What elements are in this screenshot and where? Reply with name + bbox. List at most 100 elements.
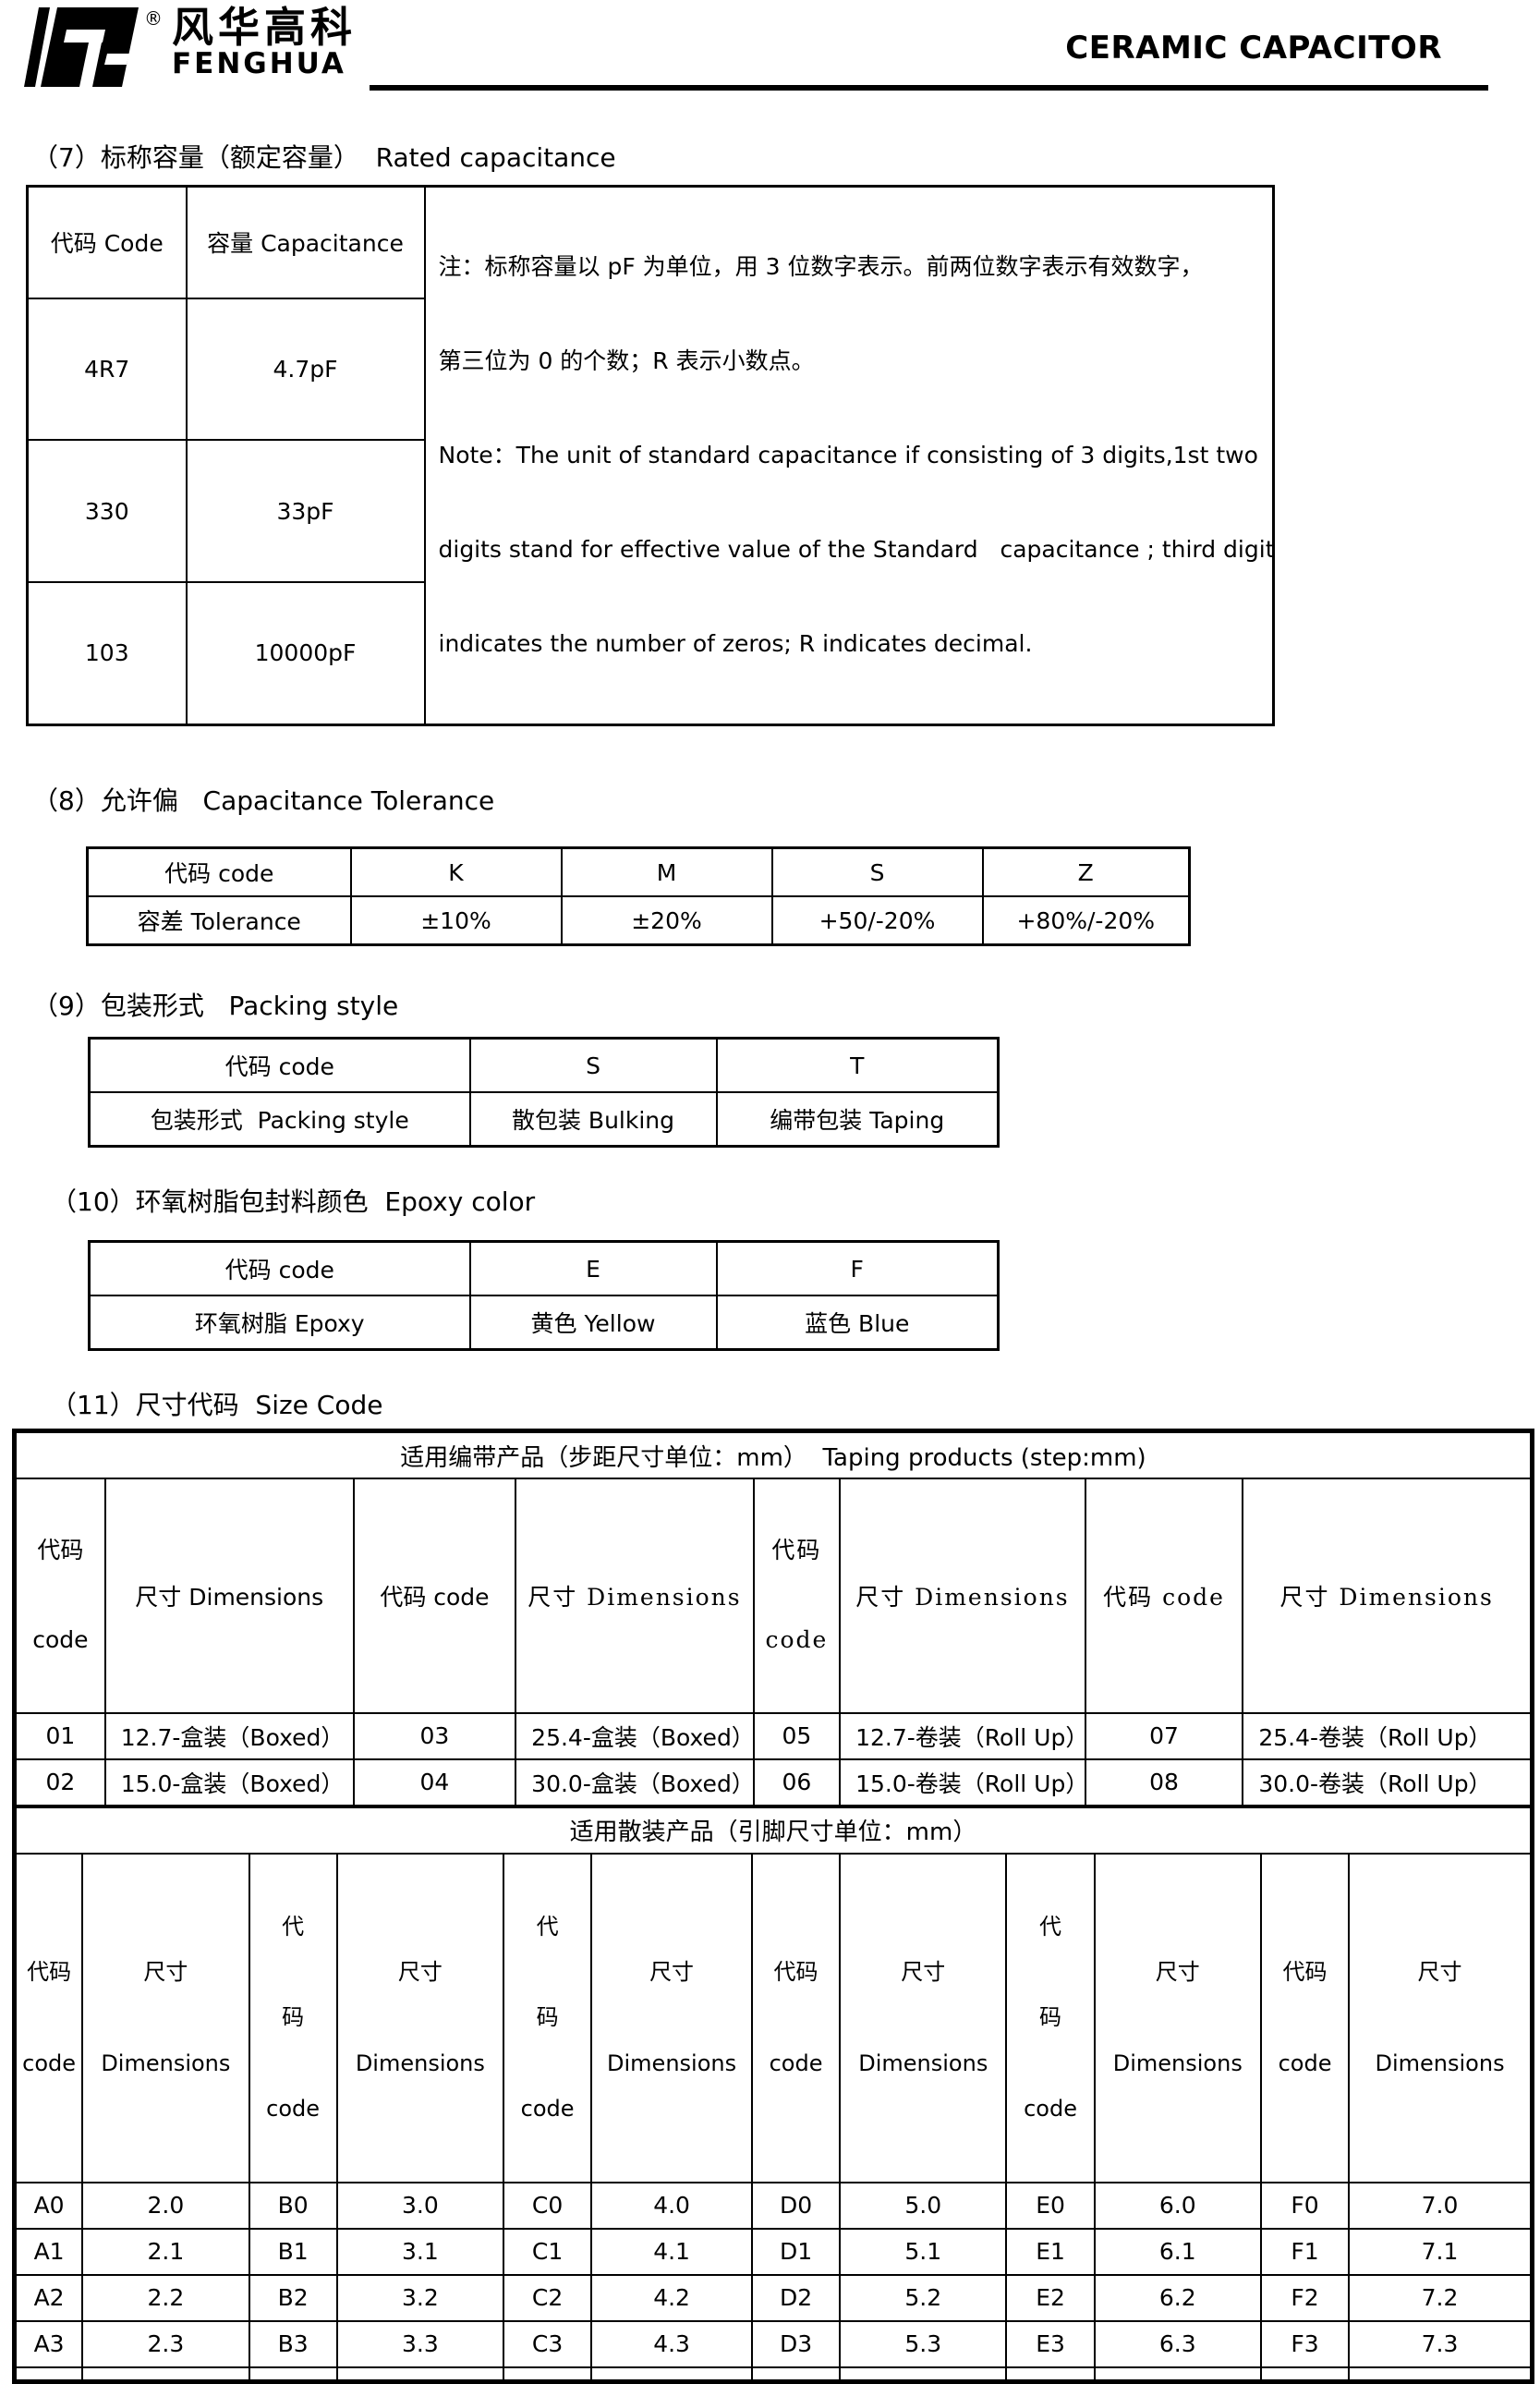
size-code-cell: A3 bbox=[14, 2319, 84, 2368]
size-code-cell: 02 bbox=[15, 1758, 106, 1806]
dimension-cell: 15.0-卷装（Roll Up） bbox=[839, 1758, 1086, 1806]
col-header-line: 代 bbox=[282, 1913, 305, 1940]
page-header: ® 风华高科 FENGHUA CERAMIC CAPACITOR bbox=[0, 0, 1540, 92]
dimension-cell: 5.3 bbox=[839, 2319, 1008, 2368]
dimension-cell: 7.3 bbox=[1348, 2319, 1532, 2368]
col-header-dimensions: 尺寸 Dimensions bbox=[1348, 1852, 1532, 2183]
dimension-cell: 3.3 bbox=[335, 2319, 505, 2368]
dimension-cell: 3.1 bbox=[335, 2227, 505, 2276]
col-header-line: code bbox=[769, 2050, 823, 2076]
col-header-line: Dimensions bbox=[101, 2050, 231, 2076]
col-header-line: Dimensions bbox=[1112, 2050, 1243, 2076]
tolerance-value-cell: +50/-20% bbox=[770, 895, 984, 946]
col-header-code: 代码 code bbox=[750, 1852, 842, 2183]
col-header-capacitance: 容量 Capacitance bbox=[185, 185, 426, 299]
table-row: 02 15.0-盒装（Boxed） 04 30.0-盒装（Boxed） 06 1… bbox=[15, 1758, 1532, 1806]
section-heading-rated-capacitance: （7）标称容量（额定容量） Rated capacitance bbox=[32, 142, 616, 173]
dimension-cell: 4.2 bbox=[590, 2273, 753, 2322]
col-header-code: 代码 code bbox=[752, 1478, 842, 1714]
empty-cell bbox=[1093, 2366, 1262, 2381]
col-header-line: 代码 bbox=[773, 1958, 819, 1985]
size-code-cell: B2 bbox=[248, 2273, 338, 2322]
epoxy-code-cell: E bbox=[468, 1240, 718, 1296]
note-line: indicates the number of zeros; R indicat… bbox=[438, 630, 1033, 657]
size-code-cell: C0 bbox=[503, 2181, 593, 2230]
dimension-cell: 3.0 bbox=[335, 2181, 505, 2230]
table-row-partial bbox=[14, 2366, 1532, 2381]
empty-cell bbox=[839, 2366, 1008, 2381]
packing-style-table: 代码 code S T 包装形式 Packing style 散包装 Bulki… bbox=[88, 1037, 1000, 1148]
size-code-cell: F1 bbox=[1259, 2227, 1351, 2276]
table-row: 4R7 4.7pF bbox=[26, 297, 1274, 442]
size-code-cell: B3 bbox=[248, 2319, 338, 2368]
brand-name-english: FENGHUA bbox=[172, 47, 346, 81]
size-code-cell: C1 bbox=[503, 2227, 593, 2276]
col-header-line: 代码 bbox=[27, 1958, 72, 1985]
size-code-cell: A0 bbox=[14, 2181, 84, 2230]
col-header-code: 代码 code bbox=[352, 1478, 517, 1714]
code-cell: 103 bbox=[26, 580, 188, 726]
note-line: 注：标称容量以 pF 为单位，用 3 位数字表示。前两位数字表示有效数字， bbox=[438, 253, 1204, 280]
col-header-line: code bbox=[1278, 2050, 1332, 2076]
tolerance-code-cell: K bbox=[349, 846, 563, 897]
table-row: 代码 code 尺寸 Dimensions 代 码 code 尺寸 Dime bbox=[14, 1852, 1532, 2183]
table-row: 330 33pF bbox=[26, 439, 1274, 583]
col-header-line: Dimensions bbox=[355, 2050, 485, 2076]
col-header-line: 尺寸 bbox=[397, 1958, 443, 1985]
col-header-line: 尺寸 bbox=[901, 1958, 946, 1985]
col-header-line: 代码 bbox=[1282, 1958, 1328, 1985]
size-code-cell: 04 bbox=[352, 1758, 517, 1806]
dimension-cell: 2.2 bbox=[81, 2273, 250, 2322]
col-header-dimensions: 尺寸 Dimensions bbox=[839, 1478, 1086, 1714]
section-heading-size-code: （11）尺寸代码 Size Code bbox=[51, 1390, 383, 1420]
dimension-cell: 5.0 bbox=[839, 2181, 1008, 2230]
packing-value-cell: 散包装 Bulking bbox=[468, 1091, 718, 1148]
bulk-products-title: 适用散装产品（引脚尺寸单位：mm） bbox=[15, 1806, 1532, 1855]
col-header-line: 尺寸 bbox=[143, 1958, 188, 1985]
dimension-cell: 30.0-盒装（Boxed） bbox=[515, 1758, 755, 1806]
dimension-cell: 7.2 bbox=[1348, 2273, 1532, 2322]
size-code-cell: F3 bbox=[1259, 2319, 1351, 2368]
size-code-cell: E3 bbox=[1005, 2319, 1096, 2368]
size-code-cell: C3 bbox=[503, 2319, 593, 2368]
dimension-cell: 2.1 bbox=[81, 2227, 250, 2276]
dimension-cell: 2.3 bbox=[81, 2319, 250, 2368]
table-row: 容差 Tolerance ±10% ±20% +50/-20% +80%/-20… bbox=[86, 895, 1191, 946]
empty-cell bbox=[81, 2366, 250, 2381]
brand-name-chinese: 风华高科 bbox=[172, 3, 358, 52]
col-header-line: 代码 bbox=[37, 1537, 84, 1563]
tolerance-value-cell: ±20% bbox=[560, 895, 773, 946]
col-header-line: code bbox=[765, 1625, 829, 1653]
col-header-code: 代码 code bbox=[15, 1478, 106, 1714]
table-row: 包装形式 Packing style 散包装 Bulking 编带包装 Tapi… bbox=[88, 1091, 1000, 1148]
col-header-line: 码 bbox=[282, 2004, 305, 2031]
col-header-line: 尺寸 bbox=[1155, 1958, 1200, 1985]
section-heading-packing: （9）包装形式 Packing style bbox=[32, 991, 399, 1021]
dimension-cell: 3.2 bbox=[335, 2273, 505, 2322]
code-cell: 330 bbox=[26, 439, 188, 583]
note-line: Note：The unit of standard capacitance if… bbox=[438, 442, 1258, 468]
col-header-line: 尺寸 bbox=[1417, 1958, 1462, 1985]
dimension-cell: 5.2 bbox=[839, 2273, 1008, 2322]
size-code-cell: E0 bbox=[1005, 2181, 1096, 2230]
col-header-dimensions: 尺寸 Dimensions bbox=[103, 1478, 355, 1714]
size-code-cell: D3 bbox=[750, 2319, 842, 2368]
col-header-code: 代 码 code bbox=[1005, 1852, 1096, 2183]
packing-code-cell: S bbox=[468, 1037, 718, 1093]
tolerance-code-cell: S bbox=[770, 846, 984, 897]
section-heading-tolerance: （8）允许偏 Capacitance Tolerance bbox=[32, 785, 495, 816]
size-code-table: 适用编带产品（步距尺寸单位：mm） Taping products (step:… bbox=[12, 1429, 1534, 2384]
row-header-cell: 代码 code bbox=[88, 1240, 471, 1296]
col-header-code: 代码 code bbox=[1259, 1852, 1351, 2183]
dimension-cell: 12.7-卷装（Roll Up） bbox=[839, 1711, 1086, 1760]
packing-code-cell: T bbox=[715, 1037, 1000, 1093]
dimension-cell: 15.0-盒装（Boxed） bbox=[103, 1758, 355, 1806]
table-row: 103 10000pF bbox=[26, 580, 1274, 726]
dimension-cell: 7.1 bbox=[1348, 2227, 1532, 2276]
table-row: 代码 code E F bbox=[88, 1240, 1000, 1296]
col-header-dimensions: 尺寸 Dimensions bbox=[515, 1478, 755, 1714]
col-header-line: code bbox=[32, 1625, 89, 1653]
empty-cell bbox=[1348, 2366, 1532, 2381]
taping-products-title: 适用编带产品（步距尺寸单位：mm） Taping products (step:… bbox=[15, 1431, 1532, 1479]
